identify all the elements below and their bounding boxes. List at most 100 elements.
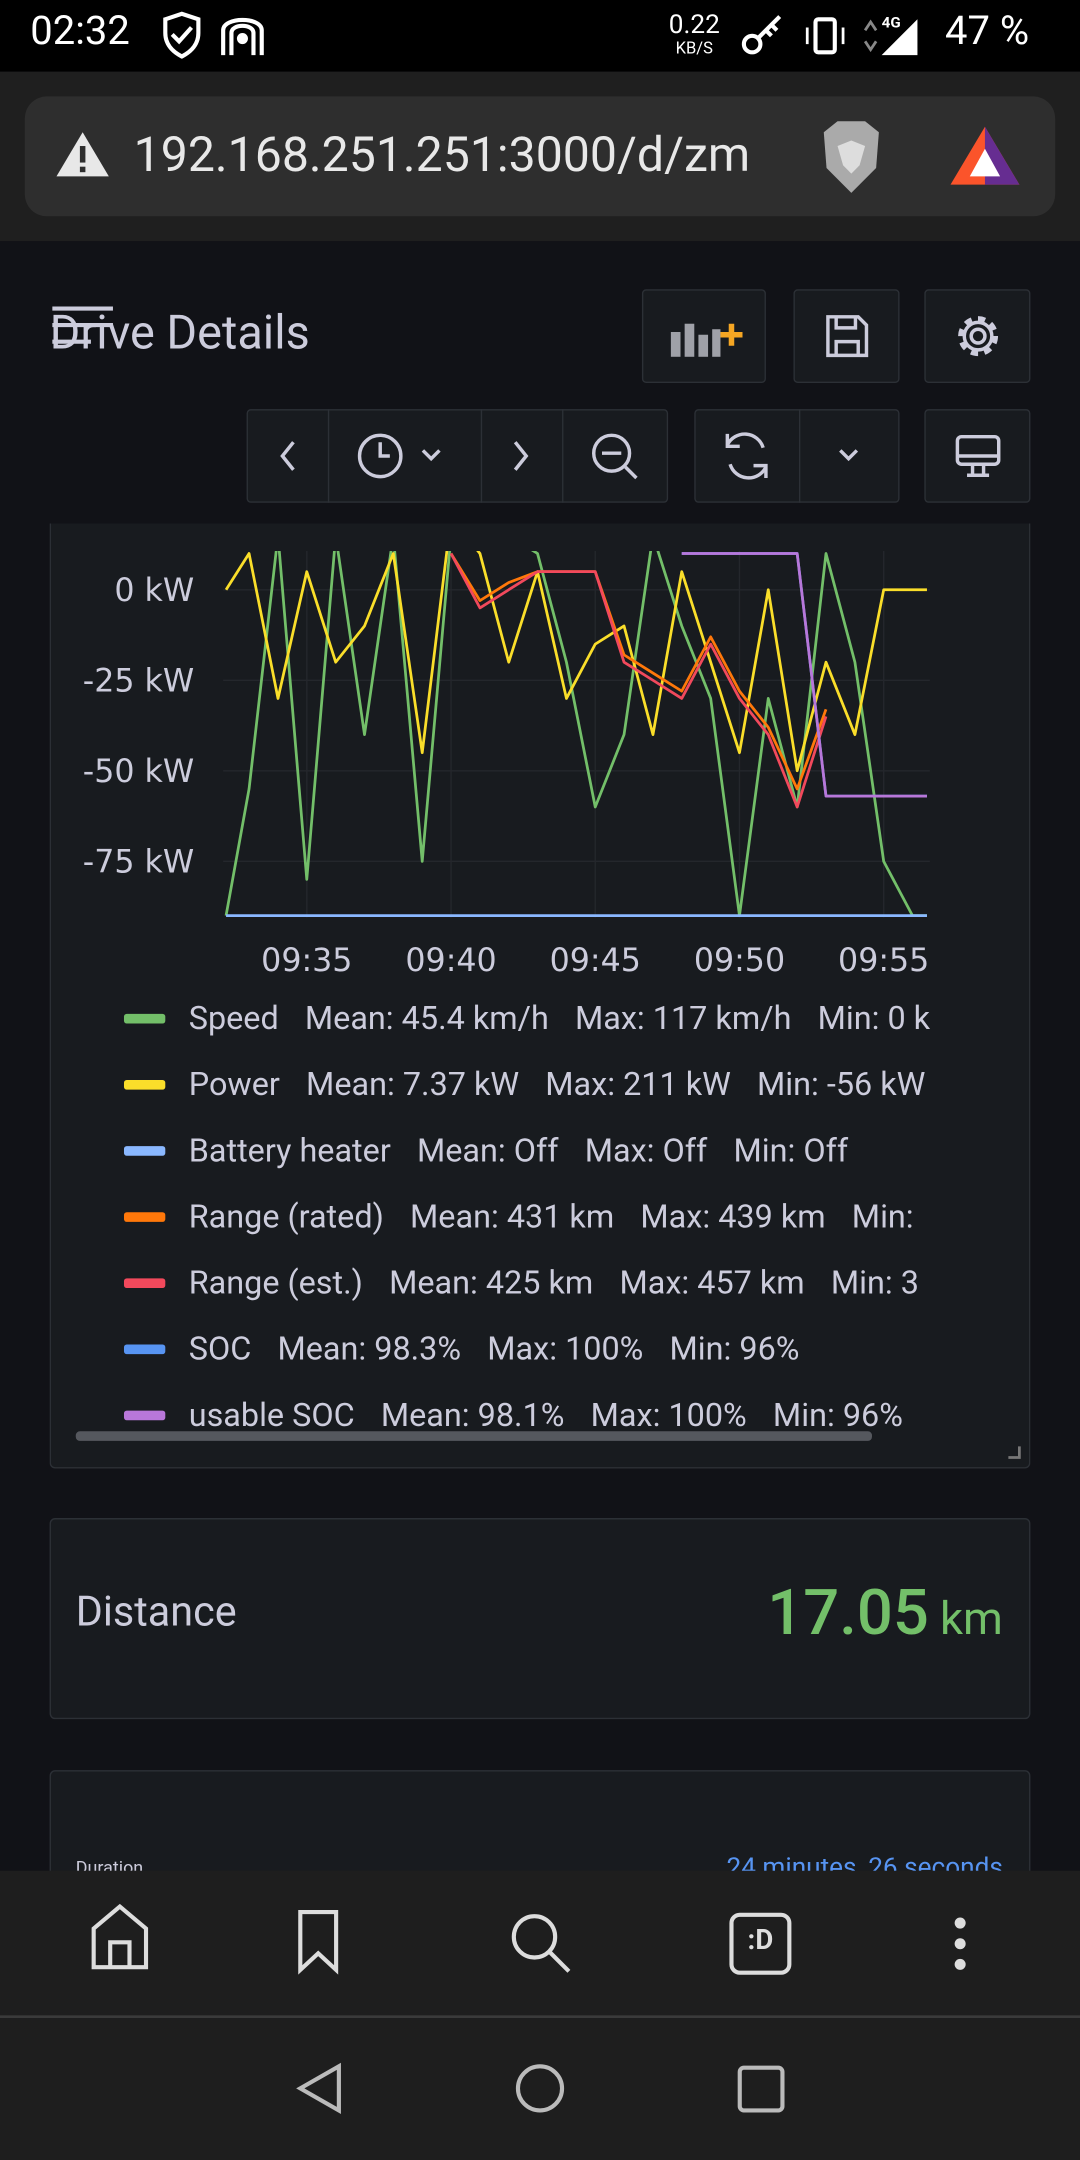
add-panel-icon (670, 323, 743, 357)
browser-bottom-bar (0, 1870, 1080, 2017)
plot-lines (224, 551, 927, 918)
settings-icon (957, 316, 998, 357)
save-button[interactable] (793, 289, 900, 383)
distance-value: 17.05 (767, 1575, 929, 1651)
divider (562, 409, 564, 503)
legend-swatch (123, 1211, 166, 1222)
legend-stat: Mean: 45.4 km/h (304, 998, 549, 1038)
series-line (224, 551, 927, 918)
legend-name: Range (est.) (188, 1263, 363, 1302)
brave-shield[interactable] (816, 118, 888, 195)
brave-rewards[interactable] (948, 124, 1022, 187)
tv-mode-button[interactable] (924, 409, 1031, 503)
bookmark-icon[interactable] (298, 1909, 339, 1975)
series-line (449, 552, 828, 809)
legend-item[interactable]: SOC Mean: 98.3% Max: 100% Min: 96% (123, 1328, 800, 1369)
legend-stat: Max: 211 kW (545, 1064, 731, 1104)
divider (480, 409, 483, 503)
legend-item[interactable]: Range (rated) Mean: 431 km Max: 439 km Min: (123, 1196, 914, 1237)
legend-stat: Min: 96% (772, 1395, 903, 1435)
legend-stat: Mean: Off (416, 1130, 559, 1170)
separator (0, 2015, 1080, 2019)
time-controls (246, 409, 669, 503)
legend-stat: Mean: 98.3% (277, 1329, 462, 1368)
net-unit: KB/S (675, 38, 713, 58)
legend-stat: Max: 457 km (619, 1263, 805, 1302)
legend-item[interactable]: Speed Mean: 45.4 km/h Max: 117 km/h Min: 0 … (123, 997, 931, 1038)
legend-name: Speed (188, 998, 279, 1038)
address-bar[interactable] (24, 96, 1056, 217)
tv-icon (954, 434, 1000, 477)
battery: 47 % (944, 8, 1030, 56)
legend-swatch (123, 1277, 166, 1288)
time-control-icons[interactable] (247, 409, 669, 503)
legend-swatch (123, 1343, 166, 1354)
url[interactable]: 192.168.251.251:3000/d/zm (133, 126, 751, 184)
distance-panel (49, 1518, 1031, 1720)
x-tick-label: 09:35 (261, 943, 352, 979)
legend-stat: Mean: 425 km (389, 1263, 594, 1302)
add-panel-button[interactable] (641, 289, 766, 383)
legend-stat: Mean: 431 km (410, 1197, 615, 1236)
legend-stat: Min: 96% (669, 1329, 800, 1368)
status-icons (163, 11, 264, 59)
legend-stat: Max: 100% (590, 1395, 747, 1435)
legend-item[interactable]: Range (est.) Mean: 425 km Max: 457 km Min: … (123, 1262, 919, 1303)
dashboard-title: Drive Details (49, 305, 310, 361)
refresh-icons[interactable] (694, 409, 899, 503)
distance-unit: km (939, 1592, 1003, 1647)
legend-stat: Max: Off (584, 1130, 708, 1170)
distance-label: Distance (75, 1588, 237, 1637)
x-tick-label: 09:55 (838, 943, 929, 979)
legend-stat: Min: (851, 1197, 914, 1236)
legend-stat: Max: 117 km/h (574, 998, 792, 1038)
legend-stat: Mean: 7.37 kW (306, 1064, 520, 1104)
series-line (681, 552, 927, 798)
resize-handle[interactable] (1006, 1444, 1023, 1461)
legend-swatch (123, 1409, 166, 1420)
status-icons-right (741, 15, 918, 56)
system-nav-icons[interactable] (0, 2018, 1080, 2160)
search-icon[interactable] (511, 1914, 558, 1960)
legend: Speed Mean: 45.4 km/h Max: 117 km/h Min: 0 … (50, 992, 1045, 1447)
legend-stat: Min: Off (733, 1130, 849, 1170)
legend-stat: Min: -56 kW (757, 1064, 926, 1104)
legend-swatch (123, 1013, 166, 1023)
settings-button[interactable] (924, 289, 1031, 383)
legend-name: Power (188, 1064, 280, 1104)
legend-stat: Mean: 98.1% (380, 1395, 565, 1435)
legend-name: Range (rated) (188, 1197, 384, 1236)
distance-value-group: 17.05 km (767, 1576, 1003, 1650)
y-tick-label: -75 kW (83, 844, 194, 880)
save-icon (825, 315, 868, 358)
bottom-bar-icons (91, 1903, 966, 1975)
x-tick-label: 09:50 (694, 943, 785, 979)
legend-stat: Min: 0 k (817, 998, 931, 1038)
refresh-controls[interactable] (694, 409, 900, 503)
legend-name: Battery heater (188, 1130, 391, 1170)
chart: 0 kW -25 kW -50 kW -75 kW 09:35 09:40 09:45 09:… (83, 551, 930, 979)
network-type: 4G (881, 13, 901, 32)
legend-name: SOC (188, 1329, 252, 1368)
legend-stat: Min: 3 (830, 1263, 919, 1302)
tab-count[interactable]: :D (747, 1923, 774, 1957)
series-line (449, 552, 828, 791)
y-tick-label: -25 kW (83, 663, 194, 699)
menu-icon[interactable] (50, 303, 119, 350)
scrollbar[interactable] (75, 1431, 872, 1441)
legend-item[interactable]: usable SOC Mean: 98.1% Max: 100% Min: 96% (123, 1394, 903, 1435)
x-tick-label: 09:40 (405, 943, 496, 979)
series-line (224, 551, 927, 773)
legend-item[interactable]: Power Mean: 7.37 kW Max: 211 kW Min: -56 kW (123, 1063, 926, 1104)
home-icon[interactable] (91, 1903, 149, 1970)
y-tick-label: -50 kW (83, 754, 194, 790)
system-nav (0, 2018, 1080, 2160)
legend-item[interactable]: Battery heater Mean: Off Max: Off Min: Off (123, 1130, 849, 1171)
x-tick-label: 09:45 (550, 943, 641, 979)
legend-swatch (123, 1079, 166, 1089)
status-bar (0, 0, 1080, 72)
tabs-icon[interactable] (729, 1912, 792, 1975)
